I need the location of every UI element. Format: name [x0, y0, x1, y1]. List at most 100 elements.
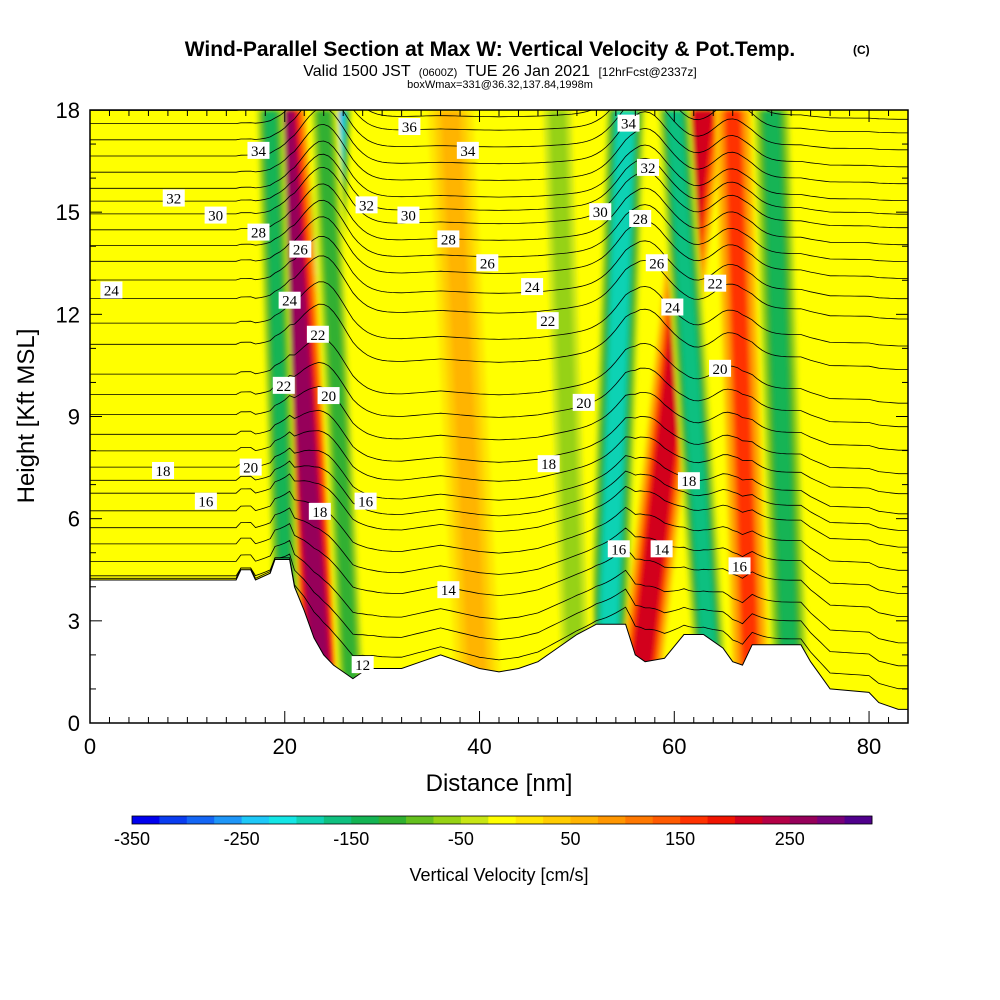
contour-label-34: 20	[709, 359, 732, 378]
contour-label-27: 34	[617, 114, 640, 133]
contour-label-7: 22	[306, 325, 329, 344]
contour-label-text: 14	[654, 542, 670, 558]
contour-label-23: 20	[572, 393, 595, 412]
isentrope-line-10	[90, 409, 908, 475]
x-tick-label: 0	[84, 734, 96, 759]
chart-subtitle: Valid 1500 JST (0600Z) TUE 26 Jan 2021 […	[303, 63, 696, 80]
velocity-band-7-4	[725, 110, 760, 723]
isentrope-line-18	[90, 216, 908, 279]
contour-label-2: 30	[204, 206, 227, 225]
subtitle-valid-time: Valid 1500 JST	[303, 63, 411, 80]
colorbar-cell	[543, 816, 571, 824]
contour-label-text: 32	[359, 198, 374, 214]
colorbar-cell	[488, 816, 517, 824]
velocity-band-8-4	[763, 110, 799, 723]
y-tick-label: 6	[68, 507, 80, 532]
isentrope-line-2	[90, 539, 908, 644]
contour-label-text: 12	[355, 658, 370, 674]
contour-label-text: 28	[251, 226, 266, 242]
contour-label-5: 24	[100, 281, 123, 299]
contour-label-1: 32	[162, 189, 185, 208]
contour-label-text: 30	[208, 209, 223, 225]
colorbar-tick-label: 50	[561, 829, 581, 849]
colorbar-tick-label: 250	[775, 829, 805, 849]
colorbar-cell	[406, 816, 434, 824]
colorbar-cell	[433, 816, 462, 824]
contour-label-bg	[645, 254, 668, 272]
contour-label-17: 32	[355, 196, 378, 214]
contour-label-18: 30	[397, 206, 420, 225]
contour-label-text: 16	[732, 559, 748, 575]
contour-label-bg	[308, 502, 331, 520]
colorbar-cell	[597, 816, 626, 824]
contour-label-bg	[247, 141, 270, 159]
colorbar-cell	[734, 816, 763, 824]
contour-label-32: 24	[661, 298, 684, 317]
contour-label-bg	[709, 359, 732, 377]
isentrope-line-17	[90, 235, 908, 300]
contour-label-26: 12	[351, 656, 374, 674]
contour-label-text: 20	[321, 389, 336, 405]
contour-label-text: 16	[358, 495, 374, 511]
contour-label-4: 26	[289, 240, 312, 259]
subtitle-utc-time: (0600Z)	[419, 67, 458, 79]
contour-label-bg	[456, 141, 479, 159]
contour-label-bg	[289, 240, 312, 258]
colorbar-cell	[652, 816, 681, 824]
isentrope-line-15	[90, 281, 908, 347]
contour-label-text: 26	[480, 256, 496, 272]
colorbar-cell	[159, 816, 188, 824]
contour-label-bg	[572, 393, 595, 411]
colorbar-cell	[351, 816, 380, 824]
info-line: boxWmax=331@36.32,137.84,1998m	[407, 79, 593, 91]
contour-label-text: 20	[576, 396, 591, 412]
contour-label-37: 14	[650, 540, 673, 558]
contour-label-text: 26	[293, 243, 309, 259]
chart-title: Wind-Parallel Section at Max W: Vertical…	[185, 38, 796, 61]
contour-label-text: 18	[681, 474, 696, 490]
contour-label-text: 32	[640, 161, 655, 177]
contour-label-bg	[617, 114, 640, 132]
plot-area: 34 32 30 28 26 24 24 22 22 20 20 18 16 18 16 36 34 32 30 28…	[90, 110, 908, 723]
colorbar-tick-label: -250	[224, 829, 260, 849]
contour-label-text: 22	[708, 277, 723, 293]
contour-label-text: 20	[243, 461, 258, 477]
isentrope-line-22	[90, 153, 908, 215]
contour-label-text: 18	[541, 457, 556, 473]
contour-label-36: 16	[607, 540, 630, 558]
isentrope-line-5	[90, 490, 908, 571]
colorbar-cell	[323, 816, 352, 824]
contour-label-35: 18	[677, 472, 700, 490]
y-tick-label: 12	[56, 302, 80, 327]
contour-label-10: 20	[239, 458, 262, 477]
colorbar-cell	[132, 816, 160, 824]
y-axis-label: Height [Kft MSL]	[13, 329, 40, 504]
contour-label-22: 22	[536, 312, 559, 330]
contour-label-text: 16	[198, 495, 214, 511]
isentrope-line-0	[90, 557, 908, 690]
contour-label-13: 18	[308, 502, 331, 521]
colorbar	[131, 815, 873, 825]
contour-label-38: 16	[728, 557, 751, 575]
contour-label-text: 22	[540, 314, 555, 330]
contour-label-bg	[437, 230, 460, 248]
colorbar-cell	[844, 816, 873, 824]
contour-label-text: 28	[441, 232, 456, 248]
colorbar-tick-label: -350	[114, 829, 150, 849]
y-tick-label: 18	[56, 98, 80, 123]
colorbar-cell	[680, 816, 708, 824]
contour-label-text: 24	[665, 301, 681, 317]
contour-label-3: 28	[247, 223, 270, 242]
contour-labels: 34 32 30 28 26 24 24 22 22 20 20 18 16 18 16 36 34 32 30 28…	[100, 114, 751, 674]
contour-label-text: 22	[310, 328, 325, 344]
colorbar-frame	[131, 815, 873, 825]
contour-label-15: 36	[398, 118, 421, 136]
velocity-band-9-4	[440, 110, 490, 723]
isentrope-line-12	[90, 361, 908, 428]
contour-label-bg	[351, 656, 374, 674]
contour-label-bg	[521, 278, 544, 296]
contour-label-bg	[355, 196, 378, 214]
contour-label-text: 36	[402, 120, 418, 136]
